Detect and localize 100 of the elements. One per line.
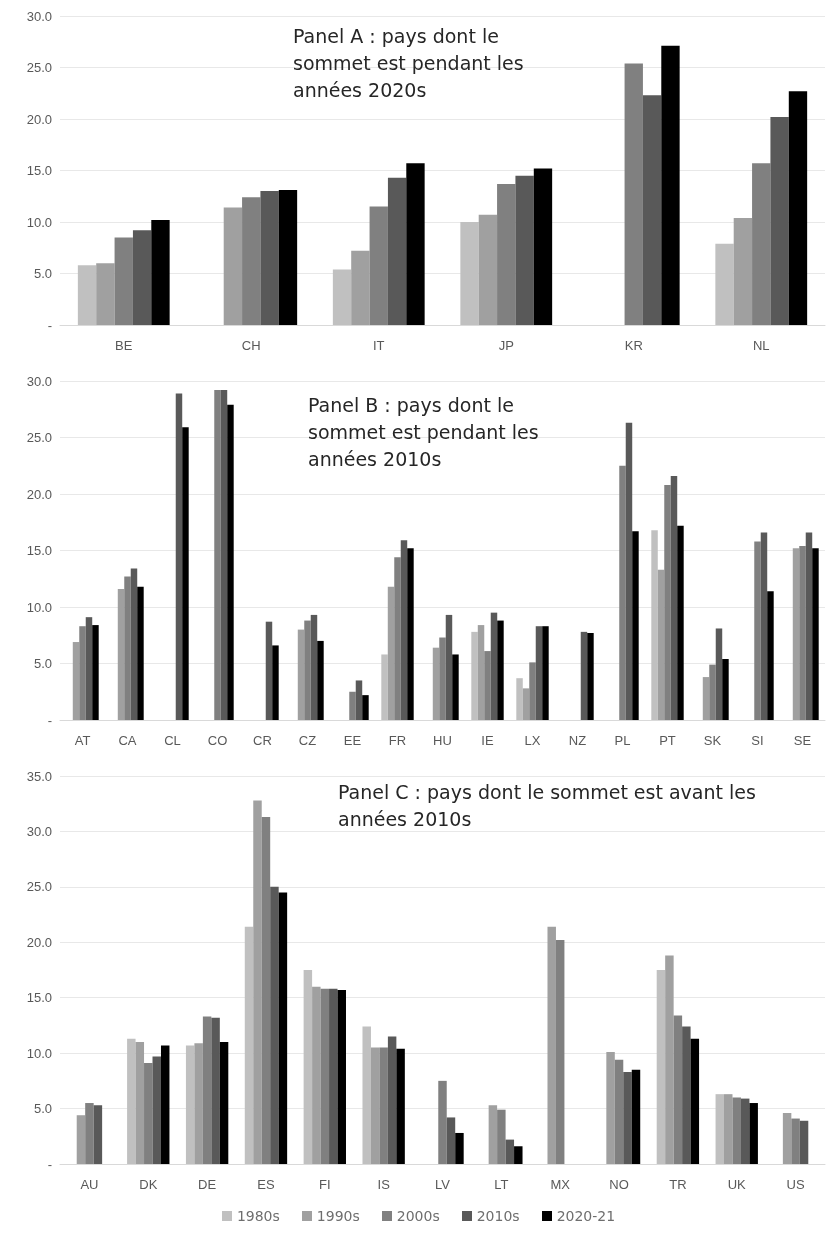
bar — [135, 1042, 145, 1164]
x-tick-label: CR — [253, 733, 272, 748]
x-tick-label: CZ — [298, 733, 317, 748]
bar — [791, 1118, 800, 1164]
y-tick-label: 5.0 — [33, 656, 52, 671]
x-tick-label: JP — [498, 338, 514, 353]
bar — [310, 614, 318, 720]
x-tick-label: DE — [198, 1177, 217, 1192]
x-tick-label: SE — [793, 733, 812, 748]
y-tick-label: 30.0 — [26, 823, 52, 839]
bar — [77, 265, 97, 325]
bar — [261, 817, 271, 1164]
bar — [93, 1105, 103, 1164]
bar — [96, 263, 115, 325]
bar — [452, 654, 459, 720]
bar — [381, 654, 388, 720]
bar — [223, 207, 243, 325]
bar — [792, 548, 800, 720]
bar — [362, 695, 369, 720]
bar — [702, 677, 710, 720]
bar — [665, 955, 674, 1164]
y-tick-label: 25.0 — [26, 60, 52, 75]
legend-label: 1990s — [316, 1208, 360, 1224]
bar — [132, 230, 152, 325]
bar — [272, 645, 279, 720]
y-tick-label: 15.0 — [26, 163, 52, 178]
bar — [722, 658, 729, 720]
bar — [522, 688, 530, 720]
bar — [244, 926, 254, 1164]
bar — [682, 1026, 691, 1164]
bar — [219, 1042, 229, 1164]
bar — [227, 404, 234, 720]
bar — [715, 628, 723, 720]
x-tick-label: IE — [481, 733, 494, 748]
bar — [297, 629, 305, 720]
bar — [740, 1098, 750, 1164]
y-tick-label: 5.0 — [33, 1101, 52, 1117]
bar — [788, 91, 808, 325]
bar — [657, 569, 665, 720]
x-tick-label: NL — [752, 338, 770, 353]
bar — [555, 940, 565, 1164]
x-tick-label: ES — [257, 1177, 275, 1192]
bar — [278, 892, 288, 1164]
bar — [619, 465, 626, 720]
bar — [320, 988, 330, 1164]
bar — [715, 1094, 725, 1164]
bar — [260, 191, 279, 325]
bar — [312, 986, 321, 1164]
y-tick-label: 30.0 — [26, 373, 52, 389]
x-tick-label: LV — [435, 1177, 451, 1192]
bar — [770, 116, 789, 325]
bar — [202, 1016, 212, 1164]
bar — [337, 989, 346, 1164]
bar — [332, 269, 352, 325]
bar — [642, 95, 662, 325]
bar — [460, 222, 479, 325]
bar — [709, 664, 716, 720]
x-tick-label: EE — [343, 733, 362, 748]
bar — [587, 632, 594, 720]
bar — [446, 1117, 456, 1164]
y-tick-label: 10.0 — [26, 214, 52, 230]
bar — [160, 1045, 170, 1164]
bar — [127, 1038, 136, 1164]
x-tick-label: SI — [751, 733, 764, 748]
bar — [632, 531, 639, 720]
x-tick-label: MX — [550, 1177, 571, 1192]
bar — [152, 1056, 161, 1164]
bar — [72, 642, 80, 720]
bar — [242, 197, 261, 325]
bar — [214, 390, 221, 720]
x-tick-label: CH — [241, 338, 261, 353]
x-tick-label: FI — [319, 1177, 331, 1192]
x-tick-label: CO — [207, 733, 228, 748]
bar — [673, 1015, 683, 1164]
bar — [516, 678, 523, 720]
bar — [547, 926, 556, 1164]
bar — [542, 626, 549, 720]
x-tick-label: HU — [433, 733, 452, 748]
bar — [623, 1071, 632, 1164]
y-tick-label: 25.0 — [26, 879, 52, 895]
bar — [407, 548, 414, 720]
legend-label: 1980s — [236, 1208, 280, 1224]
bar — [732, 1097, 741, 1164]
bar — [799, 1120, 809, 1164]
y-tick-label: - — [47, 1156, 52, 1172]
x-tick-label: IT — [372, 338, 385, 353]
text: Panel A : pays dont le sommet est pendant les années 2020s — [293, 24, 530, 101]
bar — [92, 625, 99, 720]
x-tick-label: NZ — [568, 733, 587, 748]
bar — [278, 190, 298, 325]
bar — [677, 525, 684, 720]
legend-label: 2020-21 — [556, 1208, 616, 1224]
legend-label: 2010s — [476, 1208, 520, 1224]
y-tick-label: 30.0 — [26, 8, 52, 24]
bar — [211, 1017, 220, 1164]
bar — [137, 586, 144, 720]
bar — [220, 390, 228, 720]
bar — [270, 886, 279, 1164]
x-tick-label: SK — [703, 733, 722, 748]
bar — [488, 1105, 498, 1164]
